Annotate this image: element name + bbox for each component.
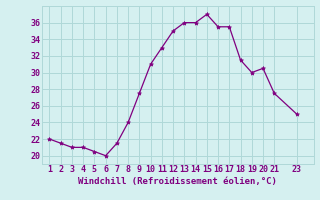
X-axis label: Windchill (Refroidissement éolien,°C): Windchill (Refroidissement éolien,°C) [78, 177, 277, 186]
